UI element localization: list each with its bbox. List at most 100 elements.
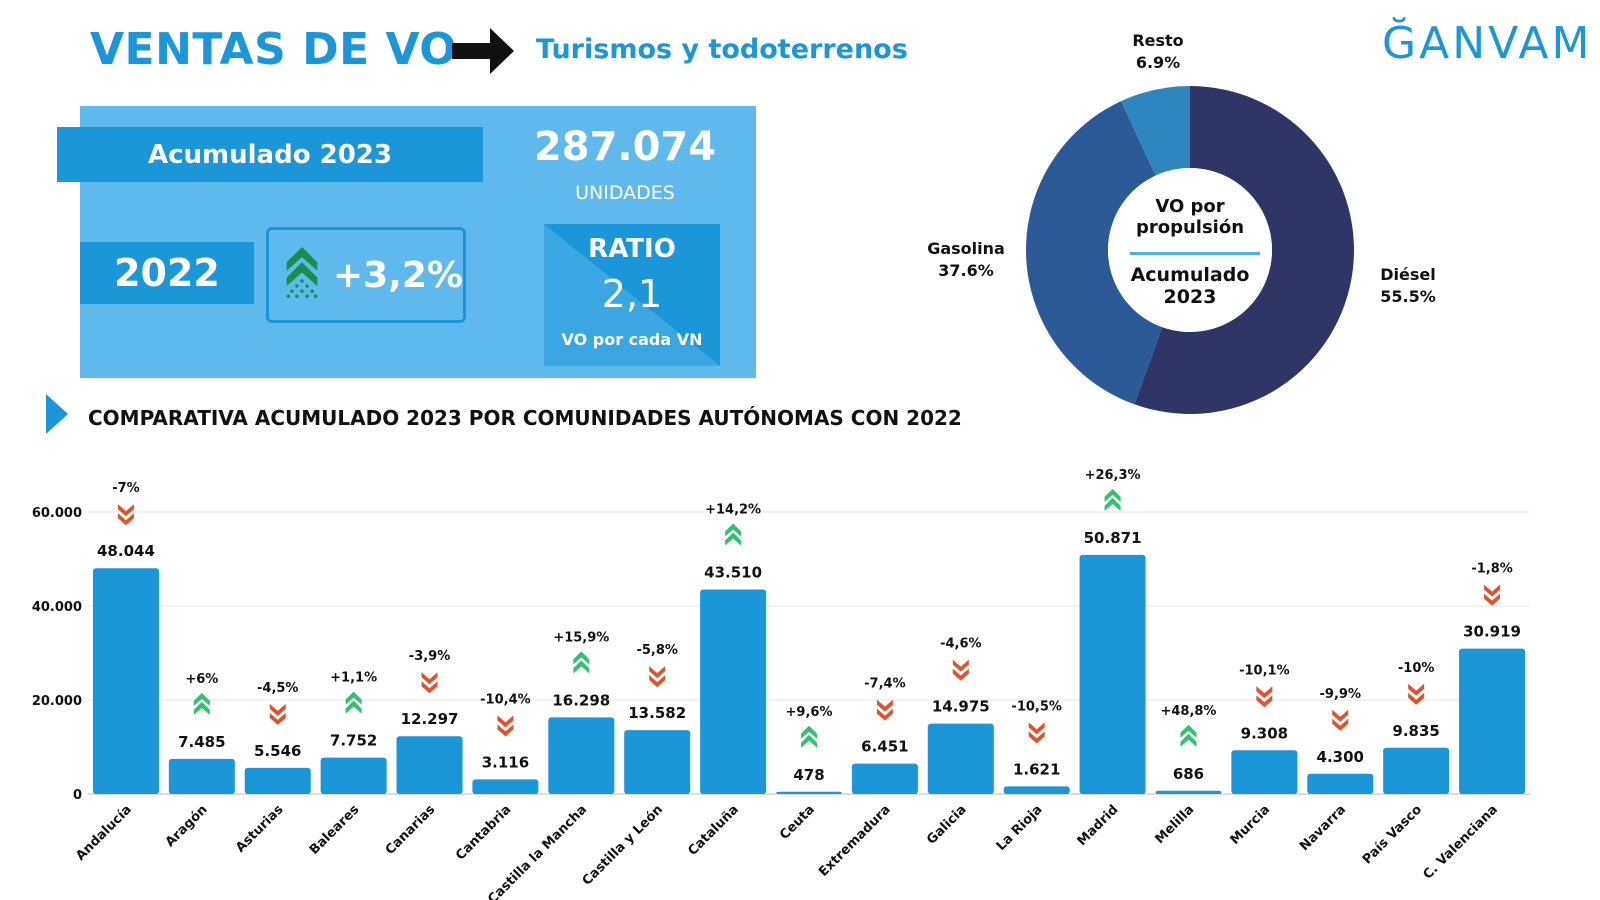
x-tick-label: C. Valenciana (1421, 802, 1501, 882)
bar-value-label: 1.621 (1013, 760, 1060, 778)
donut-hole (1108, 168, 1272, 332)
bar-value-label: 6.451 (861, 738, 908, 756)
acumulado-label: Acumulado 2023 (57, 127, 483, 182)
bar (927, 723, 994, 794)
total-units: 287.074 (533, 124, 717, 170)
change-label: +14,2% (705, 503, 761, 518)
change-label: -4,5% (257, 681, 298, 696)
x-tick-label: Madrid (1075, 802, 1122, 849)
x-tick-label: Asturias (233, 802, 287, 856)
bar-value-label: 5.546 (254, 742, 301, 760)
donut-slice-diesel (1134, 86, 1354, 414)
bar-value-label: 30.919 (1463, 623, 1521, 641)
donut-label-gasolina: Gasolina 37.6% (927, 239, 1005, 280)
x-tick-label: Melilla (1153, 802, 1198, 847)
x-tick-label: Extremadura (816, 802, 894, 880)
bar (1003, 786, 1070, 794)
change-down-icon (269, 703, 286, 725)
growth-up-icon (286, 246, 318, 298)
bar (775, 791, 843, 794)
x-tick-label: Andalucía (73, 802, 135, 864)
growth-box: +3,2% (266, 227, 466, 323)
donut-center-divider (1130, 252, 1260, 255)
compare-year: 2022 (80, 242, 254, 304)
change-label: +48,8% (1160, 704, 1216, 719)
bar (1459, 648, 1526, 794)
donut-slice-resto (1121, 86, 1190, 176)
section-title: COMPARATIVA ACUMULADO 2023 POR COMUNIDAD… (88, 406, 962, 430)
change-label: +1,1% (330, 671, 377, 686)
bar (1155, 790, 1222, 794)
x-tick-label: Ceuta (777, 802, 818, 843)
x-tick-label: Castilla y León (580, 802, 666, 888)
change-up-icon (801, 725, 817, 748)
change-label: +9,6% (786, 705, 833, 720)
donut-label-diesel: Diésel 55.5% (1380, 265, 1436, 306)
change-label: -4,6% (940, 637, 981, 652)
change-label: -7% (112, 481, 139, 496)
change-label: -10% (1398, 661, 1435, 676)
change-label: -10,5% (1011, 699, 1062, 714)
y-tick-label: 40.000 (32, 600, 82, 615)
change-down-icon (876, 699, 893, 721)
bar-value-label: 14.975 (932, 698, 990, 716)
change-label: -9,9% (1320, 687, 1361, 702)
change-down-icon (1408, 683, 1425, 705)
bar-value-label: 50.871 (1084, 529, 1142, 547)
x-tick-label: Cantabria (453, 802, 514, 863)
change-down-icon (1028, 722, 1045, 744)
x-tick-label: Aragón (163, 802, 211, 850)
change-up-icon (725, 523, 742, 546)
bar (244, 767, 311, 794)
donut-center-bottom: Acumulado 2023 (1130, 264, 1250, 308)
x-tick-label: Canarias (383, 802, 439, 858)
change-down-icon (952, 659, 969, 681)
bar (1231, 750, 1298, 794)
change-down-icon (1484, 584, 1501, 606)
y-tick-label: 20.000 (32, 694, 82, 709)
change-up-icon (1104, 488, 1121, 511)
change-down-icon (649, 666, 666, 688)
x-tick-label: Navarra (1297, 802, 1349, 854)
x-tick-label: País Vasco (1360, 802, 1425, 867)
donut-slice-gasolina (1026, 101, 1163, 405)
y-tick-label: 0 (73, 788, 82, 803)
donut-label-resto: Resto 6.9% (1132, 31, 1184, 72)
bar (320, 757, 387, 794)
change-label: -3,9% (409, 649, 450, 664)
change-down-icon (1332, 709, 1349, 731)
ratio-title: RATIO (588, 234, 676, 264)
bar (700, 589, 767, 794)
bar (92, 568, 159, 794)
page-title: VENTAS DE VO (90, 24, 458, 75)
x-tick-label: La Rioja (994, 802, 1046, 854)
x-tick-label: Cataluña (685, 802, 742, 859)
bar (624, 730, 691, 794)
total-units-label: UNIDADES (575, 182, 675, 204)
change-label: +6% (185, 672, 218, 687)
bar-value-label: 4.300 (1317, 748, 1364, 766)
section-marker-icon (46, 394, 68, 434)
change-label: -10,4% (480, 692, 531, 707)
bar (851, 763, 918, 794)
bar (1383, 747, 1450, 794)
bar-value-label: 9.835 (1392, 722, 1439, 740)
change-label: -10,1% (1239, 663, 1290, 678)
change-down-icon (1256, 686, 1273, 708)
bar (1307, 773, 1374, 794)
bar-value-label: 43.510 (704, 564, 762, 582)
change-label: -7,4% (864, 677, 905, 692)
change-down-icon (421, 672, 438, 694)
ratio-box: RATIO 2,1 VO por cada VN (544, 224, 720, 366)
change-label: -5,8% (636, 643, 677, 658)
bar-value-label: 16.298 (552, 691, 610, 709)
ratio-diagonal (544, 224, 720, 366)
change-up-icon (345, 691, 362, 714)
change-up-icon (1180, 724, 1197, 747)
bar-value-label: 9.308 (1241, 724, 1288, 742)
y-tick-label: 60.000 (32, 506, 82, 521)
bar (1079, 554, 1146, 794)
x-tick-label: Murcia (1228, 802, 1274, 848)
bar-value-label: 7.485 (178, 733, 225, 751)
bar-value-label: 478 (793, 766, 824, 784)
